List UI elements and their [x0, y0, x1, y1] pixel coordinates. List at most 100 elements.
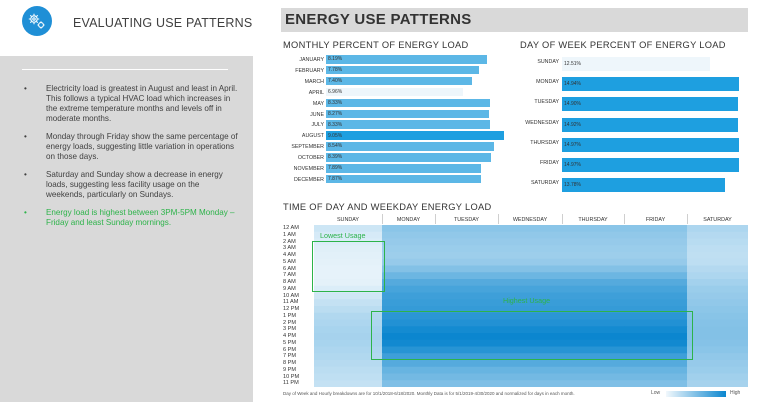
heatmap-hour-label: 11 PM: [283, 380, 299, 387]
heatmap-cell: [382, 366, 436, 374]
bar-category-label: MAY: [312, 100, 324, 107]
bar-category-label: DECEMBER: [293, 176, 324, 183]
left-header: EVALUATING USE PATTERNS: [0, 0, 253, 56]
heatmap-column-divider: [624, 214, 625, 224]
heatmap-cell: [382, 238, 436, 246]
heatmap-cell: [624, 339, 688, 347]
bar: [326, 98, 490, 108]
heatmap-column-divider: [562, 214, 563, 224]
heatmap-cell: [687, 292, 748, 300]
bar: [326, 109, 489, 118]
heatmap-day-label: TUESDAY: [453, 217, 480, 223]
heatmap-cell: [624, 366, 688, 374]
heatmap-cell: [624, 238, 688, 246]
heatmap-cell: [624, 265, 688, 273]
heatmap-cell: [687, 366, 748, 374]
bar-category-label: THURSDAY: [530, 139, 559, 146]
bar-value-label: 13.78%: [564, 182, 581, 189]
heatmap-cell: [314, 299, 383, 307]
heatmap-cell: [624, 360, 688, 368]
heatmap-cell: [687, 245, 748, 253]
heatmap-cell: [382, 333, 436, 341]
heatmap-cell: [435, 285, 499, 293]
heatmap-hour-label: 6 PM: [283, 346, 297, 353]
heatmap-cell: [382, 360, 436, 368]
heatmap-cell: [624, 285, 688, 293]
heatmap-cell: [498, 225, 563, 233]
heatmap-cell: [435, 252, 499, 260]
heatmap-day-label: SUNDAY: [336, 217, 360, 223]
heatmap-hour-label: 8 PM: [283, 360, 297, 367]
heatmap-cell: [382, 319, 436, 327]
left-title: EVALUATING USE PATTERNS: [73, 16, 253, 30]
heatmap-cell: [498, 346, 563, 354]
bar-value-label: 14.92%: [564, 121, 581, 128]
bar-category-label: MONDAY: [536, 79, 559, 86]
heatmap-cell: [498, 326, 563, 334]
heatmap-cell: [687, 231, 748, 239]
heatmap-cell: [687, 299, 748, 307]
bar: [326, 164, 482, 173]
bar-category-label: APRIL: [308, 89, 324, 96]
bar-value-label: 8.33%: [328, 99, 343, 106]
monthly-chart-title: MONTHLY PERCENT OF ENERGY LOAD: [283, 40, 469, 50]
heatmap-cell: [382, 326, 436, 334]
bar-value-label: 14.97%: [564, 162, 581, 168]
heatmap-cell: [498, 265, 563, 273]
heatmap-day-label: FRIDAY: [645, 217, 666, 223]
heatmap-cell: [562, 306, 625, 314]
heatmap-cell: [435, 326, 499, 334]
heatmap-cell: [498, 373, 563, 381]
heatmap-cell: [562, 265, 625, 273]
bar-category-label: WEDNESDAY: [525, 119, 559, 126]
heatmap-cell: [382, 346, 436, 354]
heatmap-cell: [624, 326, 688, 334]
bar-category-label: JULY: [311, 122, 324, 129]
heatmap-cell: [498, 272, 563, 280]
bar-value-label: 9.05%: [328, 132, 343, 139]
highest-usage-label: Highest Usage: [503, 296, 551, 305]
heatmap-cell: [382, 272, 436, 280]
heatmap-cell: [687, 319, 748, 327]
heatmap-cell: [382, 373, 436, 381]
heatmap-hour-label: 12 PM: [283, 306, 300, 313]
heatmap-cell: [314, 279, 383, 287]
heatmap-cell: [562, 225, 625, 233]
gear-icon: [22, 6, 52, 36]
heatmap-cell: [498, 252, 563, 260]
bar-category-label: FRIDAY: [539, 160, 559, 166]
heatmap-cell: [624, 252, 688, 260]
heatmap-cell: [624, 292, 688, 300]
heatmap-cell: [314, 373, 383, 381]
heatmap-cell: [562, 238, 625, 246]
heatmap-cell: [435, 225, 499, 233]
heatmap-cell: [382, 353, 436, 361]
heatmap-cell: [687, 258, 748, 266]
heatmap-cell: [562, 312, 625, 320]
heatmap-cell: [498, 366, 563, 374]
heatmap-cell: [562, 333, 625, 341]
heatmap-cell: [562, 292, 625, 300]
heatmap-cell: [498, 360, 563, 368]
heatmap-cell: [435, 346, 499, 354]
heatmap-cell: [314, 333, 383, 341]
heatmap-cell: [435, 319, 499, 327]
heatmap-cell: [314, 326, 383, 334]
heatmap-cell: [624, 373, 688, 381]
heatmap-cell: [498, 319, 563, 327]
bar-value-label: 8.33%: [328, 121, 343, 128]
heatmap-cell: [382, 245, 436, 253]
heatmap-cell: [435, 245, 499, 253]
heatmap-cell: [624, 231, 688, 239]
bar-category-label: OCTOBER: [297, 155, 324, 162]
heatmap-column-divider: [687, 214, 688, 224]
heatmap-cell: [435, 312, 499, 320]
heatmap-cell: [562, 346, 625, 354]
heatmap-hour-label: 3 AM: [283, 245, 296, 252]
heatmap-cell: [624, 245, 688, 253]
bar: [326, 174, 481, 184]
heatmap-cell: [562, 319, 625, 327]
heatmap-cell: [382, 252, 436, 260]
bar: [326, 65, 479, 75]
bar: [326, 76, 472, 86]
